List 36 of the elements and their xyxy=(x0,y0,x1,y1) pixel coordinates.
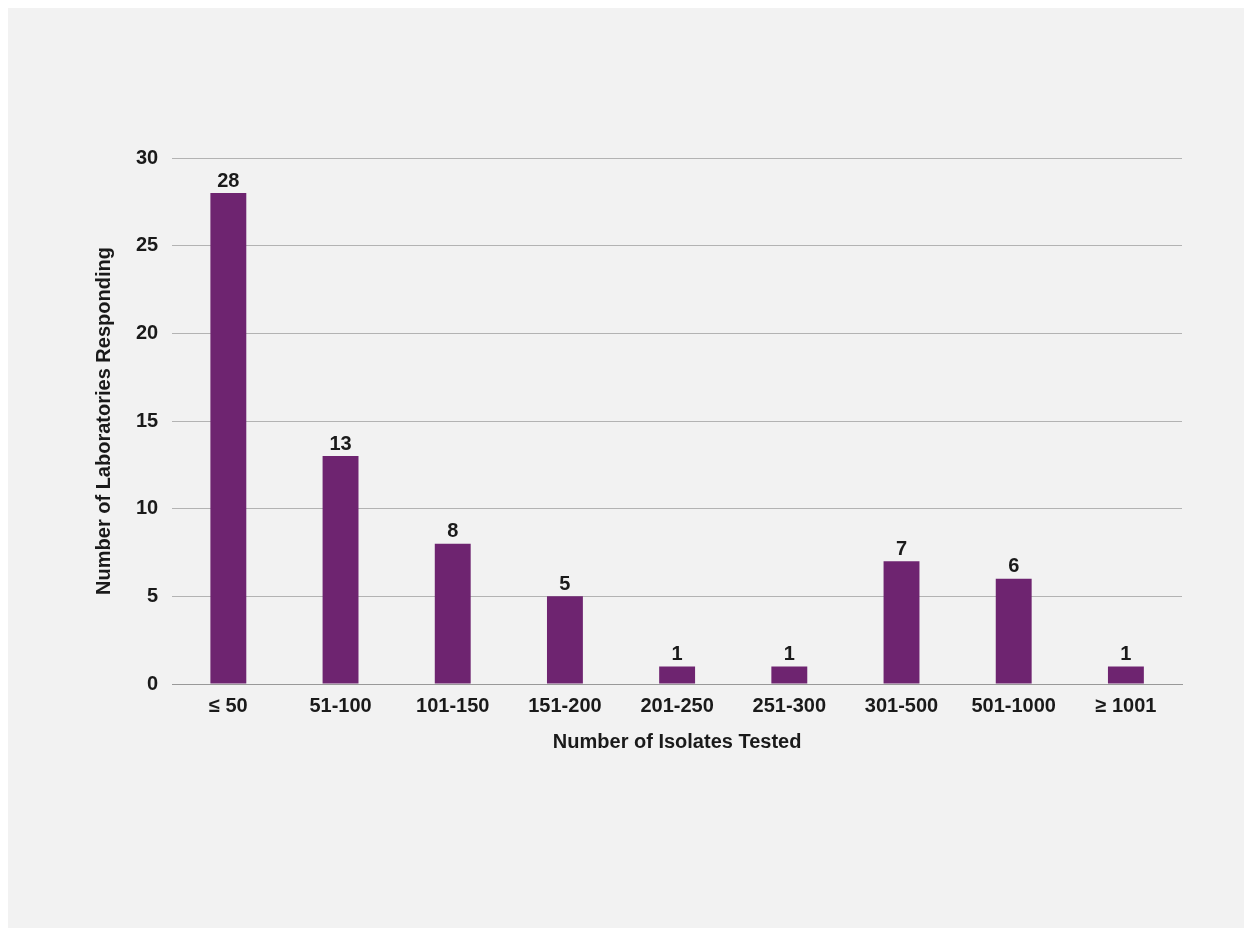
data-label: 1 xyxy=(671,641,683,664)
x-axis-title: Number of Isolates Tested xyxy=(552,729,802,752)
data-label: 5 xyxy=(559,571,571,594)
data-label: 13 xyxy=(329,431,352,454)
data-label: 8 xyxy=(447,519,459,542)
bar xyxy=(322,456,359,684)
y-tick-label: 0 xyxy=(147,671,159,694)
x-tick-label: 51-100 xyxy=(309,693,372,716)
y-tick-label: 10 xyxy=(136,496,159,519)
x-tick-label: 151-200 xyxy=(528,693,602,716)
y-tick-label: 5 xyxy=(147,583,159,606)
bar xyxy=(546,596,583,684)
data-label: 28 xyxy=(217,168,240,191)
y-tick-label: 15 xyxy=(136,408,159,431)
bar xyxy=(659,666,696,684)
x-tick-label: 501-1000 xyxy=(971,693,1056,716)
y-tick-label: 20 xyxy=(136,320,159,343)
bar xyxy=(434,543,471,684)
bar xyxy=(1107,666,1144,684)
bar xyxy=(210,193,247,684)
x-tick-label: 251-300 xyxy=(752,693,827,716)
x-tick-label: ≥ 1001 xyxy=(1095,693,1157,716)
data-label: 7 xyxy=(895,536,908,559)
data-label: 1 xyxy=(1120,641,1132,664)
data-label: 6 xyxy=(1008,554,1020,577)
x-tick-label: 201-250 xyxy=(640,693,714,716)
x-tick-label: 301-500 xyxy=(864,693,939,716)
x-tick-label: ≤ 50 xyxy=(208,693,248,716)
x-tick-label: 101-150 xyxy=(416,693,490,716)
y-tick-label: 25 xyxy=(136,233,159,256)
bar xyxy=(883,561,920,684)
bar xyxy=(995,578,1032,684)
bar xyxy=(771,666,808,684)
y-tick-label: 30 xyxy=(136,145,159,168)
data-label: 1 xyxy=(783,641,795,664)
y-axis-title: Number of Laboratories Responding xyxy=(91,247,114,595)
